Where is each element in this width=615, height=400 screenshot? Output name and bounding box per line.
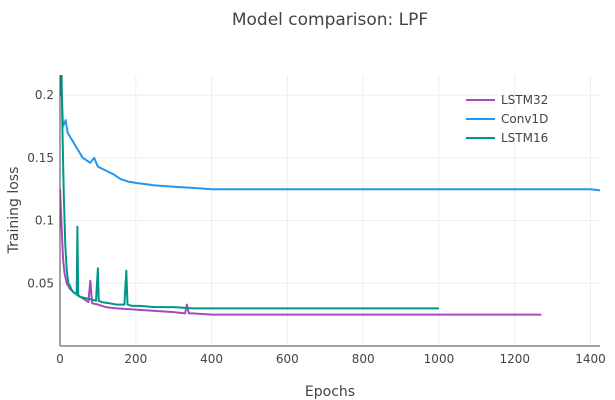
chart-title: Model comparison: LPF	[232, 10, 428, 30]
x-axis-ticks: 0 200 400 600 800 1000 1200 1400	[56, 352, 606, 366]
x-tick-label: 600	[276, 352, 299, 366]
x-tick-label: 1400	[575, 352, 606, 366]
legend-item-conv1d[interactable]: Conv1D	[466, 112, 548, 126]
y-tick-label: 0.15	[27, 151, 54, 165]
x-tick-label: 0	[56, 352, 64, 366]
series-line-lstm16	[60, 75, 439, 310]
series-line-lstm32	[60, 189, 542, 316]
x-tick-label: 200	[124, 352, 147, 366]
x-tick-label: 1000	[424, 352, 455, 366]
x-tick-label: 800	[352, 352, 375, 366]
x-tick-label: 1200	[499, 352, 530, 366]
plot-area	[60, 75, 600, 316]
y-axis-ticks: 0.05 0.1 0.15 0.2	[27, 88, 54, 290]
x-axis-title: Epochs	[305, 384, 355, 400]
legend-item-lstm32[interactable]: LSTM32	[466, 93, 548, 107]
x-tick-label: 400	[200, 352, 223, 366]
y-tick-label: 0.05	[27, 276, 54, 290]
grid	[60, 75, 600, 346]
axes	[59, 75, 600, 347]
y-axis-title: Training loss	[6, 167, 22, 255]
legend-label: LSTM32	[501, 93, 548, 107]
legend-item-lstm16[interactable]: LSTM16	[466, 131, 548, 145]
legend-label: Conv1D	[501, 112, 548, 126]
y-tick-label: 0.1	[35, 214, 54, 228]
legend[interactable]: LSTM32 Conv1D LSTM16	[466, 93, 548, 145]
y-tick-label: 0.2	[35, 88, 54, 102]
legend-label: LSTM16	[501, 131, 548, 145]
series-line-conv1d	[60, 75, 600, 192]
